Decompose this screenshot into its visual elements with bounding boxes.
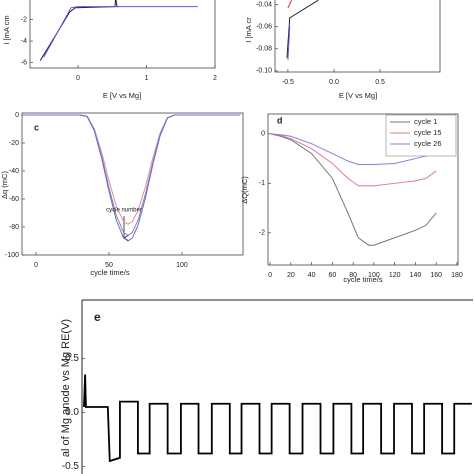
y-tick-label: -6 (21, 59, 27, 66)
data-line (287, 26, 291, 60)
data-line (270, 133, 437, 187)
y-tick-label: -1 (259, 180, 265, 187)
x-tick-label: 1 (145, 75, 149, 82)
x-axis-label: cycle time/s (343, 275, 382, 284)
y-tick-label: 0 (261, 131, 265, 138)
y-axis-label: I [mA cr (244, 17, 253, 43)
legend-label: cycle 15 (414, 128, 442, 137)
data-line (83, 374, 472, 463)
y-tick-label: -0.08 (256, 46, 272, 53)
y-tick-label: -80 (9, 224, 19, 231)
x-tick-label: 20 (287, 272, 295, 279)
y-tick-label: -4 (21, 38, 27, 45)
data-line (22, 114, 241, 236)
y-tick-label: 0.0 (65, 407, 79, 418)
y-tick-label: -40 (9, 168, 19, 175)
x-tick-label: 2 (213, 75, 217, 82)
y-axis-label: ΔQ(mC) (240, 176, 249, 204)
chart-panel: 0 50 100 0 -20 -40 -60 -80 -100 cycle time/s Δq (m… (0, 112, 244, 277)
y-tick-label: -0.5 (62, 461, 80, 472)
x-tick-label: 0.5 (375, 79, 385, 86)
y-tick-label: -2 (259, 230, 265, 237)
x-tick-label: 0 (34, 262, 38, 269)
y-axis-label: al of Mg anode vs Mg RE(V) (60, 319, 72, 457)
y-tick-label: -100 (5, 252, 19, 259)
x-tick-label: 160 (430, 272, 442, 279)
y-tick-label: -20 (9, 140, 19, 147)
y-tick-label: -60 (9, 196, 19, 203)
data-line (43, 6, 198, 58)
panel-label: d (277, 115, 283, 125)
data-line (287, 0, 293, 9)
data-line (39, 0, 120, 61)
legend-label: cycle 26 (414, 139, 442, 148)
y-tick-label: 0.5 (65, 353, 79, 364)
x-tick-label: 0 (76, 75, 80, 82)
x-tick-label: 60 (328, 272, 336, 279)
y-tick-label: -0.06 (256, 24, 272, 31)
chart-panel: 0 1 2 -2 -4 -6 E [V vs Mg] I [mA cm (2, 0, 217, 100)
annotation: cycle number (106, 208, 142, 214)
y-axis-label: Δq (mC) (0, 171, 9, 199)
data-line (270, 133, 437, 165)
data-line (22, 114, 241, 242)
plot-frame (29, 0, 216, 69)
y-axis-label: I [mA cm (2, 15, 11, 44)
x-tick-label: 140 (410, 272, 422, 279)
x-axis-label: E [V vs Mg] (103, 91, 141, 100)
y-tick-label: 0 (15, 112, 19, 119)
x-tick-label: 0.0 (329, 79, 339, 86)
x-tick-label: 50 (105, 262, 113, 269)
plot-frame (267, 113, 459, 266)
panel-label: e (94, 310, 101, 324)
chart-panel: 0.5 0.0 -0.5 al of Mg anode vs Mg RE(V) e (60, 299, 473, 474)
x-tick-label: 180 (451, 272, 463, 279)
chart-panel: 0 20 40 60 80 100 120 140 160 180 0 -1 -2 cycle time/… (240, 113, 463, 284)
x-tick-label: 120 (389, 272, 401, 279)
panel-label: c (34, 122, 39, 132)
legend-label: cycle 1 (414, 117, 437, 126)
y-tick-label: -0.04 (256, 1, 272, 8)
x-tick-label: 100 (176, 262, 188, 269)
x-tick-label: 80 (349, 272, 357, 279)
x-axis-label: E [V vs Mg] (339, 91, 377, 100)
y-tick-label: -0.10 (256, 68, 272, 75)
x-tick-label: 0 (268, 272, 272, 279)
chart-panel: -0.5 0.0 0.5 -0.04 -0.06 -0.08 -0.10 E [V vs Mg… (244, 0, 441, 100)
x-tick-label: 40 (308, 272, 316, 279)
data-line (286, 0, 319, 58)
plot-frame (274, 0, 441, 73)
x-tick-label: 100 (368, 272, 380, 279)
y-tick-label: -2 (21, 16, 27, 23)
x-axis-label: cycle time/s (90, 268, 129, 277)
data-line (269, 133, 437, 246)
plot-frame (21, 112, 244, 256)
x-tick-label: -0.5 (282, 79, 294, 86)
